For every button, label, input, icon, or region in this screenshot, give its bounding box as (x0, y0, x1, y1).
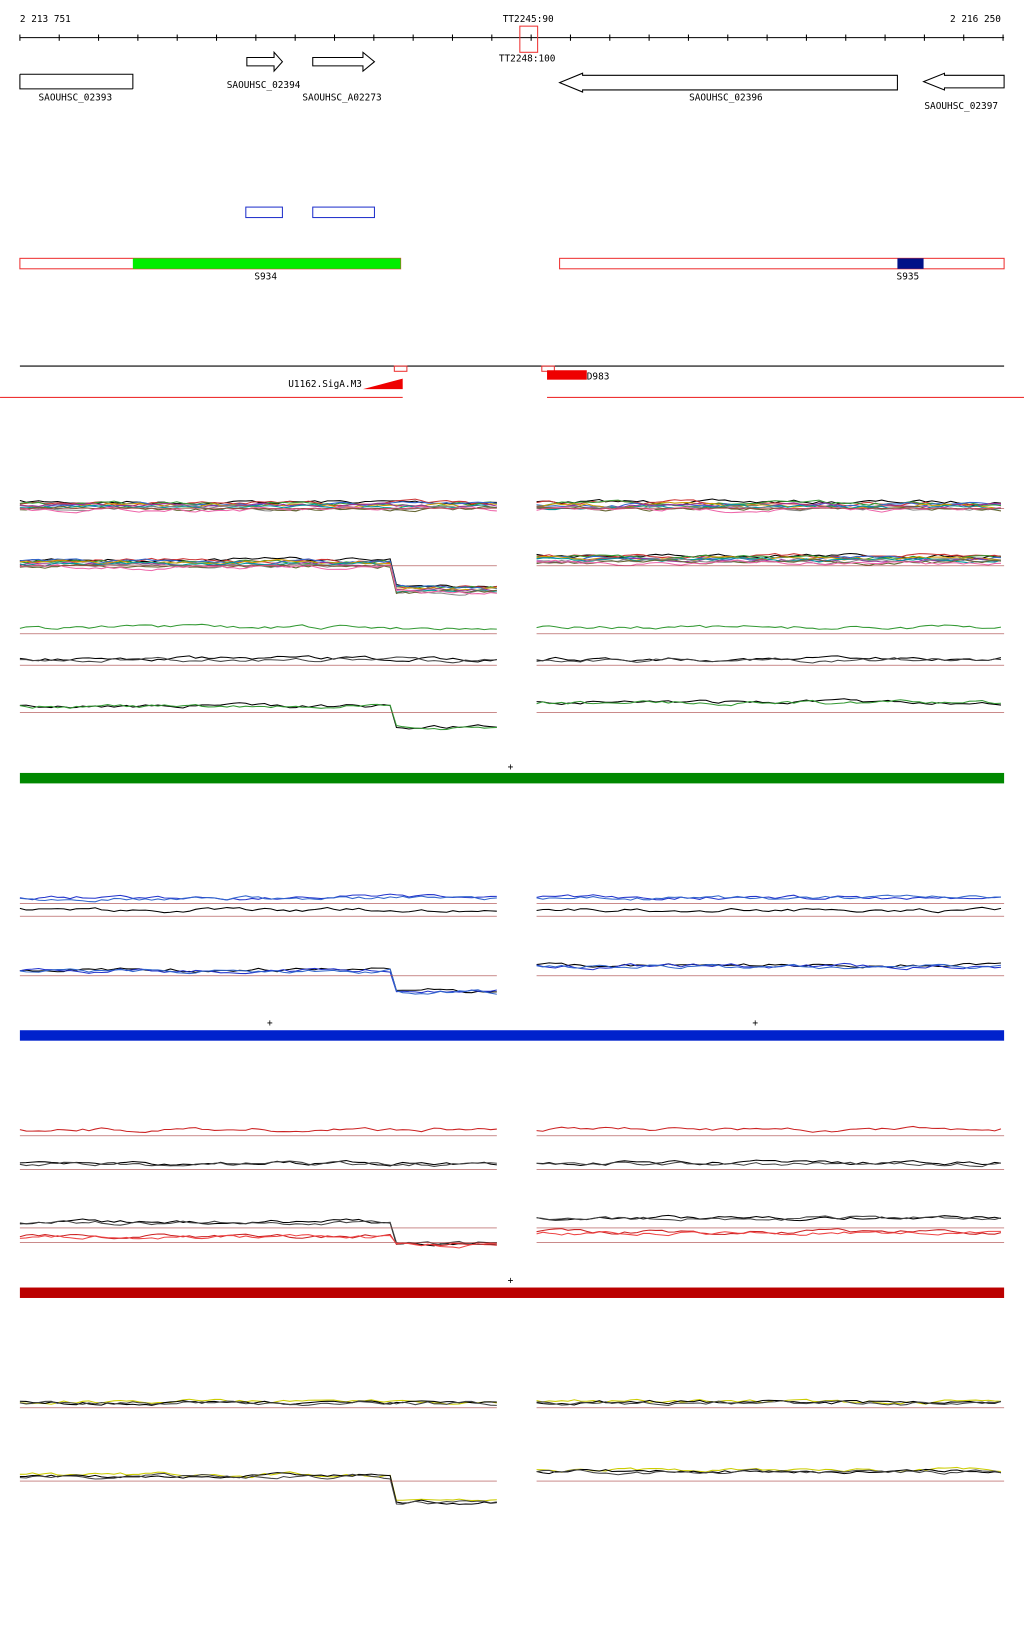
trace (536, 894, 1002, 901)
segment (559, 257, 1005, 270)
strand-mark: + (752, 1018, 758, 1029)
ruler-marker: TT2245:90 (503, 14, 554, 25)
trace (19, 502, 497, 510)
trace (536, 906, 1002, 914)
terminator (547, 370, 587, 380)
trace (536, 506, 1002, 514)
trace (19, 703, 497, 731)
gene-arrow (558, 72, 898, 93)
trace (19, 557, 497, 590)
trace (536, 1161, 1002, 1168)
trace (19, 623, 497, 631)
site (393, 365, 408, 372)
gene-label: SAOUHSC_02394 (227, 80, 301, 91)
trace (536, 1399, 1002, 1406)
strand-bar (19, 1030, 1005, 1041)
trace (19, 505, 497, 514)
trace (19, 656, 497, 664)
strand-mark: + (508, 1275, 514, 1286)
trace (19, 499, 497, 506)
trace (19, 1220, 497, 1246)
trace (536, 559, 1001, 567)
ruler-end: 2 216 250 (950, 14, 1001, 25)
trace (536, 962, 1002, 969)
strand-mark: + (508, 762, 514, 773)
trace (19, 1472, 497, 1505)
gene (19, 73, 134, 90)
trace (19, 1400, 497, 1407)
feature-box (245, 206, 283, 219)
marker-box (519, 25, 539, 53)
trace (536, 499, 1002, 508)
trace (19, 559, 497, 591)
trace (19, 1127, 497, 1133)
feature-label: U1162.SigA.M3 (288, 379, 362, 390)
trace (19, 967, 497, 994)
ruler-start: 2 213 751 (20, 14, 71, 25)
segment-label: S935 (897, 271, 920, 282)
trace (19, 893, 497, 901)
trace (536, 894, 1001, 901)
trace (536, 1468, 1002, 1476)
trace (536, 624, 1002, 630)
trace (536, 699, 1001, 707)
trace (19, 1160, 497, 1167)
gene-arrow (246, 50, 284, 73)
gene-label: SAOUHSC_02393 (39, 92, 113, 103)
trace (19, 895, 497, 903)
trace (536, 1125, 1002, 1133)
strand-bar (19, 1287, 1005, 1298)
gene-arrow (922, 72, 1005, 91)
strand-mark: + (267, 1018, 273, 1029)
trace (19, 1400, 497, 1406)
trace (536, 1468, 1002, 1475)
trace (536, 552, 1002, 560)
trace (536, 501, 1001, 508)
trace (19, 505, 497, 513)
trace (536, 1400, 1002, 1407)
trace (536, 963, 1002, 970)
trace (536, 1230, 1001, 1237)
trace (19, 1233, 497, 1247)
trace (19, 967, 497, 994)
feature-label: D983 (587, 372, 610, 383)
gene-label: SAOUHSC_A02273 (302, 92, 381, 103)
trace (536, 557, 1002, 564)
gene-label: SAOUHSC_02396 (689, 92, 763, 103)
gene-arrow (312, 51, 376, 73)
segment-fill (132, 258, 401, 269)
trace (19, 968, 497, 995)
trace (19, 1472, 497, 1505)
trace (19, 1160, 497, 1167)
ruler-marker: TT2248:100 (499, 54, 556, 65)
gene-label: SAOUHSC_02397 (924, 101, 998, 112)
trace (19, 907, 497, 914)
feature-box (312, 206, 375, 219)
layout (0, 25, 1024, 1298)
trace (536, 657, 1002, 664)
strand-bar (19, 772, 1005, 784)
trace (536, 1215, 1002, 1222)
trace (19, 503, 497, 511)
trace (19, 1233, 497, 1249)
trace (19, 655, 497, 663)
segment-fill (897, 258, 924, 269)
segment-label: S934 (254, 271, 277, 282)
promoter (362, 378, 403, 390)
